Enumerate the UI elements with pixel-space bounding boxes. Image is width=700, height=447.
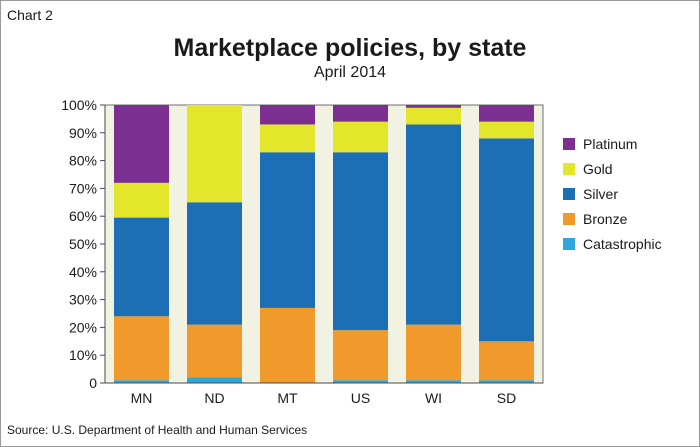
bar-mn-catastrophic bbox=[114, 380, 169, 383]
legend: Platinum Gold Silver Bronze Catastrophic bbox=[563, 136, 662, 252]
bar-us-silver bbox=[333, 152, 388, 331]
legend-swatch bbox=[563, 238, 575, 250]
bar-sd-platinum bbox=[479, 105, 534, 122]
bar-nd-bronze bbox=[187, 324, 242, 378]
bar-us-gold bbox=[333, 121, 388, 153]
bar-sd-bronze bbox=[479, 341, 534, 381]
y-tick-label: 0 bbox=[89, 375, 97, 391]
y-tick-label: 70% bbox=[69, 180, 97, 196]
bar-sd-catastrophic bbox=[479, 380, 534, 383]
bar-mn-bronze bbox=[114, 316, 169, 381]
legend-item-platinum: Platinum bbox=[563, 136, 637, 152]
x-tick-label: MN bbox=[131, 390, 153, 406]
y-tick-label: 80% bbox=[69, 153, 97, 169]
bar-mn-platinum bbox=[114, 105, 169, 183]
source-note: Source: U.S. Department of Health and Hu… bbox=[7, 423, 308, 437]
bar-stack-wi bbox=[406, 105, 461, 383]
legend-item-catastrophic: Catastrophic bbox=[563, 236, 662, 252]
legend-swatch bbox=[563, 188, 575, 200]
legend-swatch bbox=[563, 138, 575, 150]
bar-mt-silver bbox=[260, 152, 315, 308]
y-tick-label: 50% bbox=[69, 236, 97, 252]
bar-sd-silver bbox=[479, 138, 534, 342]
x-tick-label: ND bbox=[204, 390, 224, 406]
bar-mt-platinum bbox=[260, 105, 315, 125]
x-axis: MN ND MT US WI SD bbox=[105, 382, 543, 406]
legend-label: Catastrophic bbox=[583, 236, 662, 252]
bar-stacks bbox=[114, 105, 534, 383]
x-tick-label: WI bbox=[425, 390, 442, 406]
bar-nd-catastrophic bbox=[187, 377, 242, 383]
legend-item-silver: Silver bbox=[563, 186, 618, 202]
x-tick-label: MT bbox=[277, 390, 298, 406]
y-tick-label: 10% bbox=[69, 347, 97, 363]
bar-us-platinum bbox=[333, 105, 388, 122]
bar-wi-gold bbox=[406, 107, 461, 125]
legend-item-gold: Gold bbox=[563, 161, 613, 177]
x-tick-label: SD bbox=[497, 390, 516, 406]
bar-wi-bronze bbox=[406, 324, 461, 381]
chart-number-label: Chart 2 bbox=[7, 7, 53, 23]
legend-swatch bbox=[563, 213, 575, 225]
chart-subtitle: April 2014 bbox=[313, 64, 387, 81]
bar-mt-gold bbox=[260, 124, 315, 153]
plot-area bbox=[104, 104, 544, 384]
bar-us-bronze bbox=[333, 330, 388, 381]
bar-nd-silver bbox=[187, 202, 242, 325]
bar-stack-sd bbox=[479, 105, 534, 383]
bar-mn-silver bbox=[114, 217, 169, 317]
legend-label: Platinum bbox=[583, 136, 637, 152]
bar-nd-gold bbox=[187, 105, 242, 203]
legend-label: Gold bbox=[583, 161, 613, 177]
legend-label: Bronze bbox=[583, 211, 628, 227]
chart-title: Marketplace policies, by state bbox=[173, 34, 527, 62]
y-tick-label: 60% bbox=[69, 208, 97, 224]
y-axis: 0 10% 20% 30% 40% 50% 60% 70% 80% 90% 100% bbox=[61, 97, 106, 391]
bar-mn-gold bbox=[114, 182, 169, 218]
y-tick-label: 20% bbox=[69, 319, 97, 335]
y-tick-label: 90% bbox=[69, 125, 97, 141]
bar-wi-silver bbox=[406, 124, 461, 325]
y-tick-label: 100% bbox=[61, 97, 97, 113]
plot-background bbox=[104, 104, 544, 384]
y-tick-label: 30% bbox=[69, 292, 97, 308]
y-tick-label: 40% bbox=[69, 264, 97, 280]
bar-sd-gold bbox=[479, 121, 534, 139]
legend-item-bronze: Bronze bbox=[563, 211, 628, 227]
bar-wi-catastrophic bbox=[406, 380, 461, 383]
legend-label: Silver bbox=[583, 186, 618, 202]
bar-stack-mn bbox=[114, 105, 169, 383]
bar-mt-bronze bbox=[260, 307, 315, 383]
bar-stack-nd bbox=[187, 105, 242, 383]
x-tick-label: US bbox=[351, 390, 370, 406]
bar-stack-us bbox=[333, 105, 388, 383]
bar-wi-platinum bbox=[406, 105, 461, 108]
legend-swatch bbox=[563, 163, 575, 175]
bar-stack-mt bbox=[260, 105, 315, 383]
bar-us-catastrophic bbox=[333, 380, 388, 383]
